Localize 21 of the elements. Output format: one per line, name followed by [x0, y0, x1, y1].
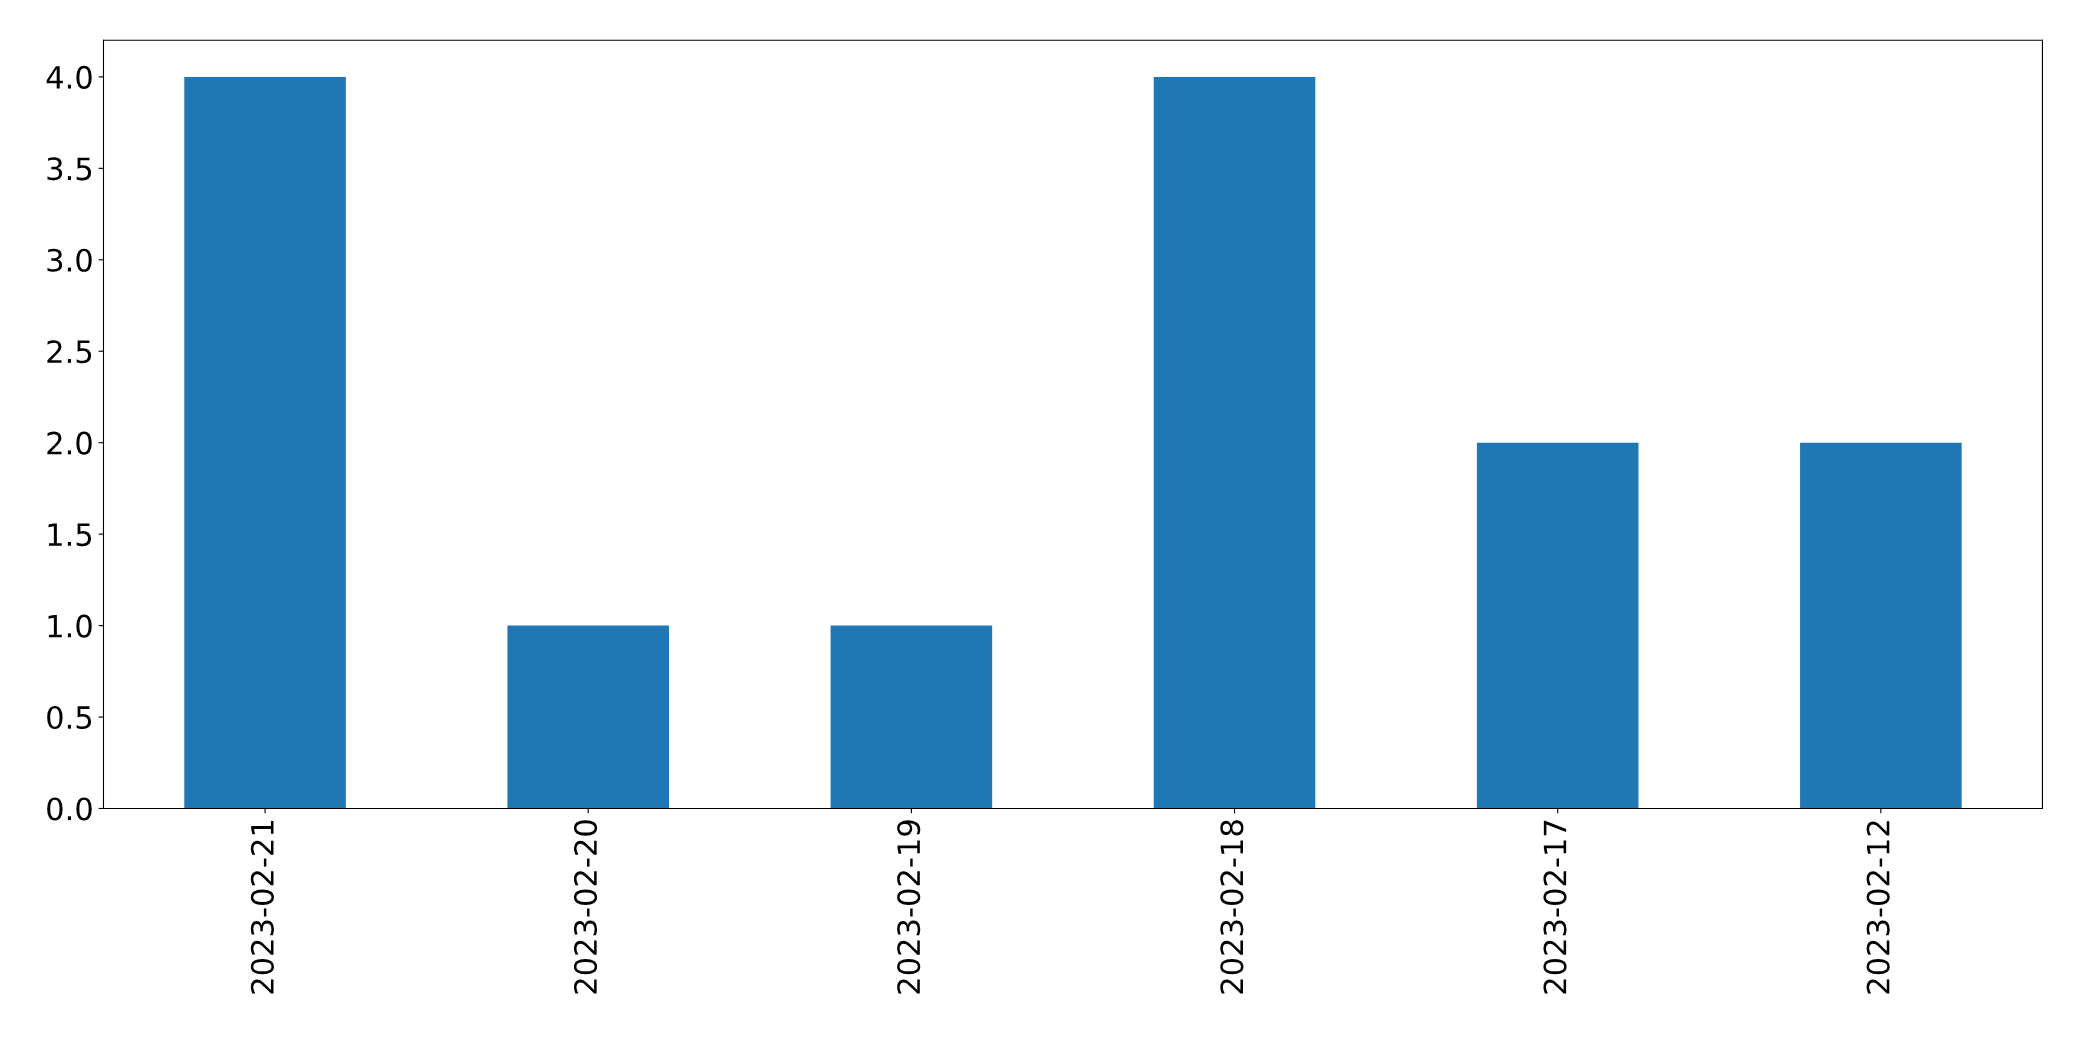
- x-tick-label: 2023-02-17: [1543, 820, 1567, 994]
- bar: [830, 625, 993, 809]
- y-tick-label: 1.5: [48, 523, 92, 547]
- y-tick-label: 3.5: [47, 157, 92, 181]
- x-tick-label: 2023-02-21: [250, 821, 274, 994]
- x-tick-label: 2023-02-20: [573, 820, 598, 994]
- y-tick-label: 1.0: [48, 614, 92, 638]
- bar: [1800, 442, 1962, 809]
- x-tick-label: 2023-02-12: [1866, 821, 1890, 994]
- x-tick-label: 2023-02-19: [897, 820, 921, 994]
- bar: [184, 76, 346, 809]
- y-tick-label: 0.0: [47, 797, 92, 821]
- y-tick-label: 0.5: [47, 705, 92, 730]
- bar: [507, 625, 670, 809]
- bar: [1476, 442, 1639, 809]
- bar: [1153, 76, 1316, 809]
- y-tick-label: 2.0: [47, 431, 92, 455]
- y-tick-label: 4.0: [46, 65, 92, 89]
- y-tick-label: 2.5: [47, 340, 92, 364]
- y-tick-label: 3.0: [47, 248, 92, 272]
- x-tick-label: 2023-02-18: [1220, 820, 1244, 994]
